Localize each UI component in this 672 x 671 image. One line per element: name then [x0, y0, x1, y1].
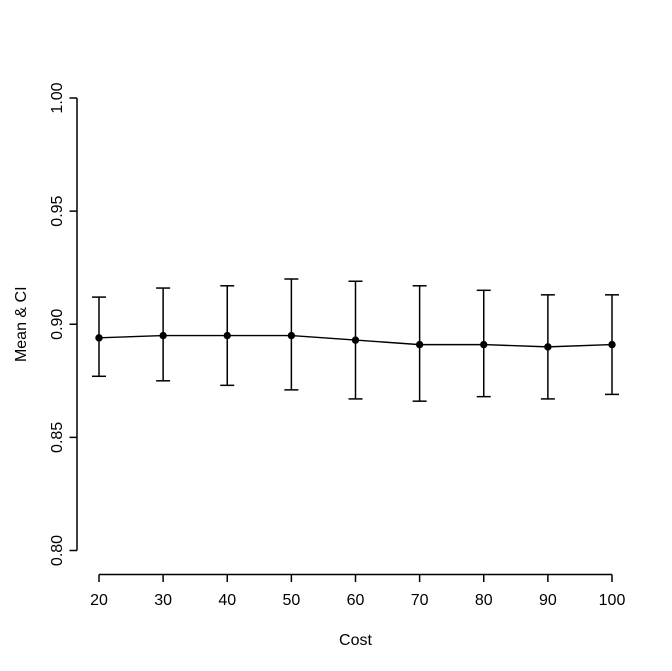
x-tick-label: 70 [411, 592, 429, 609]
x-tick-label: 40 [218, 592, 236, 609]
data-point [480, 340, 488, 349]
data-point [159, 331, 167, 340]
data-point [415, 340, 424, 349]
data-point [287, 331, 296, 340]
x-tick-label: 60 [347, 592, 365, 609]
x-tick-label: 90 [539, 592, 557, 609]
x-tick-label: 100 [599, 592, 626, 609]
data-point [95, 334, 103, 342]
data-point [608, 340, 616, 349]
x-tick-label: 50 [282, 592, 300, 609]
data-point [351, 336, 360, 344]
y-tick-label: 1.00 [49, 82, 66, 113]
y-tick-label: 0.95 [49, 195, 66, 226]
data-point [544, 343, 552, 351]
x-tick-label: 20 [90, 592, 108, 609]
y-tick-label: 0.80 [49, 535, 66, 566]
y-axis-title: Mean & CI [13, 286, 30, 362]
x-tick-label: 80 [475, 592, 493, 609]
y-tick-label: 0.85 [49, 422, 66, 453]
y-tick-label: 0.90 [49, 309, 66, 340]
x-axis-title: Cost [339, 632, 372, 649]
data-point [223, 331, 231, 340]
x-tick-label: 30 [154, 592, 172, 609]
